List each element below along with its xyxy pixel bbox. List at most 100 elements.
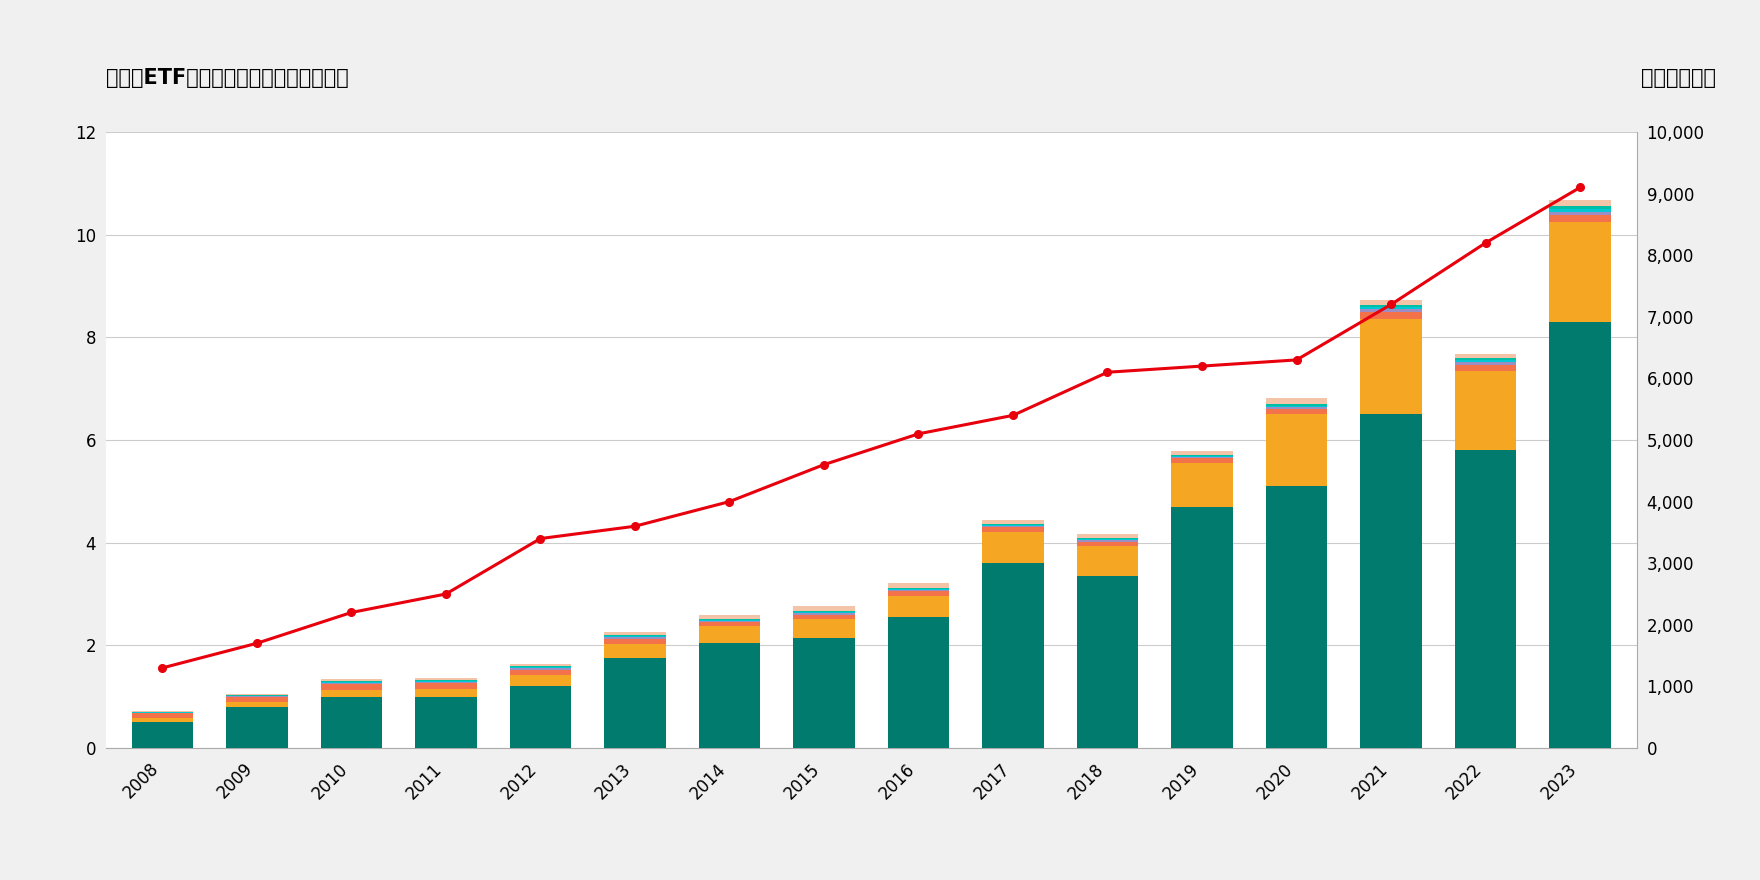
Bar [1265, 409, 1327, 414]
Bar [982, 532, 1044, 563]
Bar [1549, 322, 1610, 748]
Bar [415, 683, 477, 689]
Bar [1265, 486, 1327, 748]
Bar [1549, 207, 1610, 209]
Bar [982, 563, 1044, 748]
Bar [1549, 201, 1610, 207]
Bar [1549, 211, 1610, 215]
Bar [794, 611, 855, 612]
Bar [1360, 300, 1422, 305]
Bar [794, 638, 855, 748]
Bar [887, 617, 949, 748]
Bar [699, 615, 760, 619]
Bar [510, 664, 570, 666]
Bar [1360, 305, 1422, 307]
Bar [320, 679, 382, 681]
Bar [1456, 451, 1517, 748]
Bar [1456, 364, 1517, 370]
Bar [699, 622, 760, 627]
Bar [1172, 456, 1232, 457]
Bar [1456, 354, 1517, 358]
Bar [887, 596, 949, 617]
Bar [415, 682, 477, 683]
Bar [132, 718, 194, 722]
Bar [1549, 215, 1610, 222]
Bar [1360, 414, 1422, 748]
Bar [1172, 457, 1232, 458]
Bar [1172, 451, 1232, 455]
Bar [320, 690, 382, 697]
Bar [604, 639, 665, 644]
Bar [1077, 541, 1139, 546]
Bar [225, 702, 287, 707]
Bar [1077, 540, 1139, 541]
Bar [1456, 370, 1517, 451]
Bar [320, 684, 382, 690]
Bar [887, 583, 949, 588]
Bar [1360, 312, 1422, 319]
Bar [1172, 507, 1232, 748]
Bar [1172, 455, 1232, 456]
Bar [1265, 407, 1327, 409]
Bar [887, 590, 949, 591]
Bar [604, 658, 665, 748]
Bar [1172, 463, 1232, 507]
Bar [1360, 319, 1422, 414]
Bar [1456, 362, 1517, 364]
Bar [699, 620, 760, 622]
Bar [794, 606, 855, 611]
Bar [887, 589, 949, 590]
Bar [225, 694, 287, 695]
Bar [794, 614, 855, 619]
Bar [1265, 404, 1327, 406]
Bar [320, 683, 382, 684]
Bar [510, 669, 570, 670]
Bar [415, 681, 477, 682]
Text: ファンドの数: ファンドの数 [1640, 68, 1716, 88]
Bar [510, 675, 570, 686]
Bar [1077, 539, 1139, 540]
Bar [604, 635, 665, 636]
Bar [794, 613, 855, 614]
Bar [510, 686, 570, 748]
Bar [415, 697, 477, 748]
Bar [415, 689, 477, 697]
Bar [1456, 358, 1517, 360]
Bar [982, 525, 1044, 527]
Bar [1077, 576, 1139, 748]
Bar [1172, 458, 1232, 463]
Bar [132, 713, 194, 718]
Bar [982, 527, 1044, 532]
Bar [1360, 309, 1422, 312]
Bar [510, 670, 570, 675]
Bar [794, 619, 855, 638]
Bar [225, 707, 287, 748]
Bar [1265, 414, 1327, 486]
Bar [1360, 307, 1422, 309]
Bar [699, 642, 760, 748]
Bar [320, 682, 382, 683]
Bar [699, 627, 760, 642]
Bar [1265, 398, 1327, 404]
Bar [132, 722, 194, 748]
Bar [887, 591, 949, 596]
Bar [794, 612, 855, 613]
Bar [132, 710, 194, 712]
Bar [604, 637, 665, 639]
Bar [1077, 534, 1139, 538]
Bar [604, 632, 665, 635]
Bar [1077, 538, 1139, 539]
Bar [415, 678, 477, 680]
Bar [1265, 406, 1327, 407]
Bar [1456, 360, 1517, 362]
Bar [1077, 546, 1139, 576]
Bar [225, 697, 287, 702]
Bar [510, 667, 570, 669]
Bar [699, 619, 760, 620]
Bar [982, 520, 1044, 524]
Bar [604, 644, 665, 658]
Bar [1549, 222, 1610, 322]
Bar [510, 666, 570, 667]
Bar [1549, 209, 1610, 211]
Text: 世界のETFの運用資産残高（兆米ドル）: 世界のETFの運用資産残高（兆米ドル） [106, 68, 348, 88]
